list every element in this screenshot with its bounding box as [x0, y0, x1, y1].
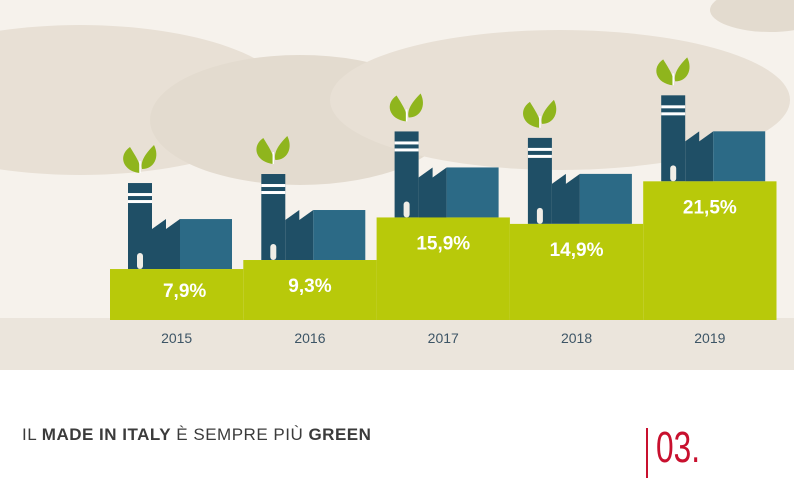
- bar-value-label: 14,9%: [550, 240, 604, 261]
- caption-bold-green: GREEN: [308, 425, 372, 444]
- chimney-stripe: [128, 193, 152, 197]
- factory-door: [137, 253, 143, 270]
- chimney-stripe: [661, 112, 686, 116]
- factory-door: [670, 165, 677, 182]
- bar-value-label: 21,5%: [683, 197, 737, 218]
- leaf-icon: [656, 57, 690, 86]
- x-tick-label: 2018: [561, 330, 592, 346]
- page-marker: 03.: [646, 423, 708, 478]
- factory-door: [536, 207, 543, 224]
- x-tick-label: 2016: [294, 330, 325, 346]
- bar-group-2017: 15,9% 2017: [376, 93, 510, 346]
- leaf-right: [274, 136, 290, 161]
- caption-middle: È SEMPRE PIÙ: [171, 425, 309, 444]
- chimney-stripe: [394, 141, 419, 145]
- bar: [110, 269, 244, 320]
- leaf-icon: [123, 145, 157, 174]
- leaf-left: [389, 95, 407, 122]
- leaf-left: [656, 59, 674, 86]
- bar: [643, 181, 777, 320]
- factory-roof: [418, 167, 447, 218]
- leaf-right: [541, 99, 557, 124]
- leaf-right: [408, 93, 423, 118]
- factory-door: [270, 244, 277, 261]
- bar-value-label: 9,3%: [288, 276, 331, 297]
- background-hills: [0, 0, 794, 185]
- bar-group-2018: 14,9% 2018: [509, 99, 644, 346]
- bar: [376, 217, 510, 320]
- factory-building: [446, 167, 499, 218]
- leaf-icon: [256, 136, 290, 165]
- factory-building: [313, 210, 366, 261]
- bar-value-label: 7,9%: [163, 281, 206, 302]
- caption-prefix: IL: [22, 425, 42, 444]
- factory-icon: [527, 137, 632, 224]
- chimney-stripe: [661, 105, 686, 109]
- bar-group-2019: 21,5% 2019: [643, 57, 777, 346]
- ground-band: [0, 318, 794, 370]
- bars-layer: 7,9%20159,3%201615,9%201714,9%201821,5%2…: [110, 57, 777, 346]
- leaf-left: [256, 138, 274, 165]
- leaf-left: [523, 101, 541, 128]
- bar: [509, 223, 644, 320]
- leaf-right: [141, 145, 157, 170]
- bar-group-2016: 9,3% 2016: [243, 136, 377, 346]
- factory-roof: [551, 173, 580, 224]
- caption: IL MADE IN ITALY È SEMPRE PIÙ GREEN: [22, 425, 371, 445]
- chimney-stripe: [261, 184, 286, 188]
- factory-door: [403, 201, 410, 218]
- x-tick-label: 2019: [694, 330, 725, 346]
- factory-building: [713, 131, 766, 182]
- bar-group-2015: 7,9% 2015: [110, 145, 244, 346]
- leaf-right: [674, 57, 690, 82]
- factory-roof: [285, 210, 314, 261]
- x-tick-label: 2015: [161, 330, 192, 346]
- chimney-stripe: [527, 154, 552, 158]
- x-tick-label: 2017: [428, 330, 459, 346]
- factory-building: [579, 173, 632, 224]
- caption-bold-made-in-italy: MADE IN ITALY: [41, 425, 172, 444]
- factory-roof: [152, 219, 180, 270]
- chimney-stripe: [261, 191, 286, 195]
- bar-chart: 7,9%20159,3%201615,9%201714,9%201821,5%2…: [0, 0, 794, 370]
- leaf-icon: [389, 93, 423, 122]
- bar-value-label: 15,9%: [416, 233, 470, 254]
- bar: [243, 260, 377, 320]
- chimney-stripe: [128, 200, 152, 204]
- factory-icon: [394, 131, 499, 218]
- chart-area: 7,9% 2015 9,3% 2016 15,9% 2017 14,9% 2018 21,5% 2…: [0, 0, 794, 370]
- factory-icon: [261, 174, 366, 261]
- leaf-left: [123, 147, 141, 174]
- chimney-stripe: [527, 147, 552, 151]
- leaf-icon: [523, 99, 557, 128]
- page-marker-line: [646, 428, 648, 478]
- factory-icon: [661, 95, 766, 182]
- page-number: 03.: [656, 423, 701, 472]
- factory-roof: [685, 131, 714, 182]
- factory-building: [180, 219, 232, 270]
- factory-icon: [128, 183, 232, 270]
- chimney-stripe: [394, 148, 419, 152]
